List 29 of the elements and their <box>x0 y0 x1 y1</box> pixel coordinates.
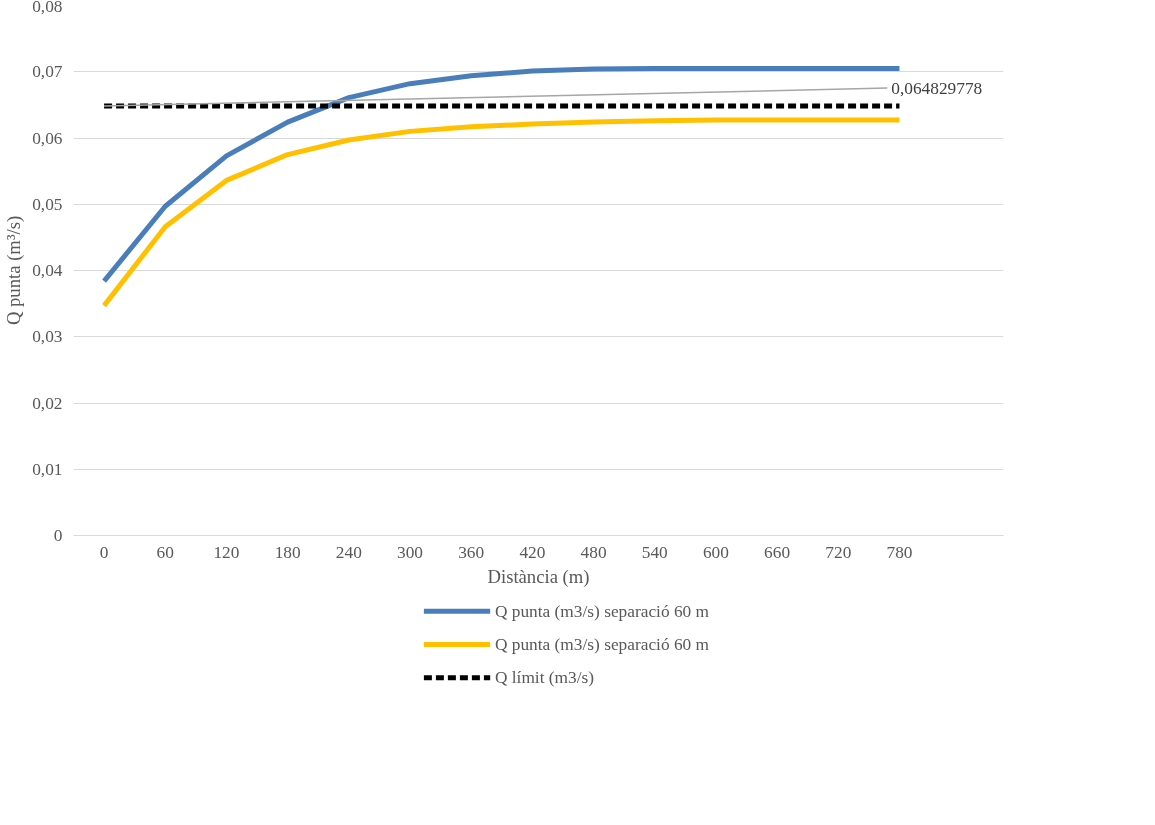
y-tick-label: 0,04 <box>32 261 63 280</box>
x-tick-label: 120 <box>213 542 240 562</box>
x-tick-label: 240 <box>335 542 362 562</box>
x-tick-label: 480 <box>580 542 607 562</box>
x-tick-label: 180 <box>274 542 301 562</box>
y-tick-label: 0,02 <box>32 393 63 413</box>
y-tick-label: 0,01 <box>32 459 63 479</box>
x-tick-label: 0 <box>99 542 109 562</box>
y-tick-label: 0,06 <box>32 128 63 148</box>
x-tick-label: 780 <box>886 542 913 562</box>
y-tick-label: 0 <box>53 526 63 545</box>
legend-label: Q punta (m3/s) separació 60 m <box>494 635 710 654</box>
x-tick-label: 720 <box>825 542 852 562</box>
y-tick-label: 0,07 <box>32 62 63 82</box>
y-axis-title: Q punta (m³/s) <box>3 215 26 326</box>
x-tick-label: 300 <box>397 542 424 562</box>
y-tick-label: 0,03 <box>32 327 63 347</box>
x-tick-label: 60 <box>156 542 174 562</box>
legend-label: Q límit (m3/s) <box>494 668 595 688</box>
x-tick-label: 420 <box>519 542 546 562</box>
x-tick-label: 600 <box>702 542 729 562</box>
annotation: 0,064829778 <box>891 78 983 98</box>
x-tick-label: 660 <box>764 542 791 562</box>
y-tick-label: 0,08 <box>32 0 63 16</box>
y-tick-label: 0,05 <box>32 194 63 214</box>
x-tick-label: 540 <box>641 542 668 562</box>
x-tick-label: 360 <box>458 542 485 562</box>
legend-label: Q punta (m3/s) separació 60 m <box>494 601 710 621</box>
x-axis-title: Distància (m) <box>487 565 590 588</box>
